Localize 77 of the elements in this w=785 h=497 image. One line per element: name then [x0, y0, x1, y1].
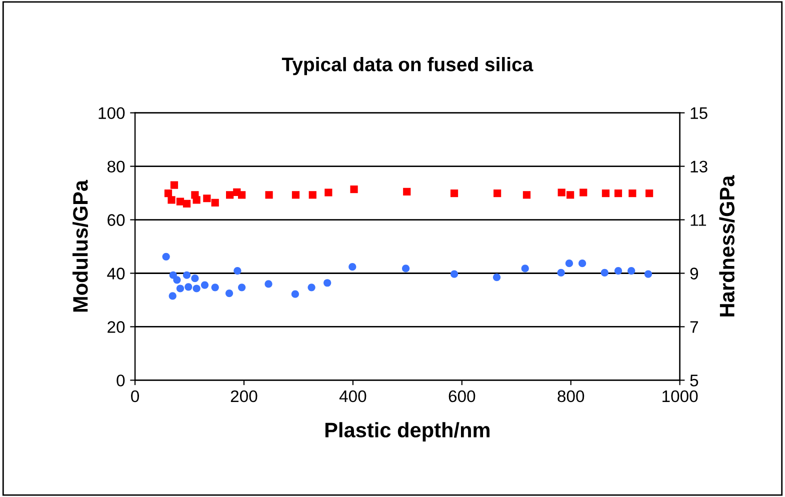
y2-tick-label: 15	[690, 107, 708, 120]
point	[191, 274, 199, 282]
point	[402, 264, 410, 272]
point	[600, 268, 608, 277]
y-tick-label: 40	[107, 268, 125, 280]
point	[614, 190, 622, 198]
point	[646, 190, 654, 198]
y2-tick-label: 13	[690, 160, 708, 172]
point	[565, 260, 574, 268]
point	[176, 284, 184, 292]
point	[184, 283, 192, 291]
point	[292, 191, 300, 199]
point	[173, 276, 181, 284]
x-tick-label: 1000	[662, 390, 698, 402]
point	[324, 279, 332, 287]
y-tick-label: 80	[107, 160, 125, 172]
point	[578, 260, 586, 268]
point	[164, 190, 172, 198]
y-tick-label: 20	[108, 321, 125, 333]
point	[348, 263, 356, 271]
point	[450, 270, 458, 278]
x-tick-label: 200	[230, 390, 258, 402]
y2-tick-label: 5	[690, 374, 698, 386]
point	[628, 267, 636, 275]
point	[614, 267, 622, 275]
point	[192, 196, 200, 204]
y2-tick-label: 7	[690, 321, 698, 333]
x-tick-label: 600	[448, 390, 476, 402]
point	[492, 273, 501, 282]
point	[558, 188, 566, 196]
point	[291, 290, 299, 298]
point	[403, 188, 411, 196]
point	[628, 190, 636, 198]
point	[350, 185, 358, 194]
point	[203, 194, 211, 202]
point	[226, 191, 234, 199]
point	[644, 270, 652, 278]
point	[234, 267, 242, 275]
point	[324, 188, 332, 196]
point	[211, 198, 219, 206]
point	[211, 284, 219, 292]
y-axis-title: Modulus/GPa	[72, 180, 88, 312]
point	[238, 191, 246, 199]
point	[494, 190, 502, 198]
point	[162, 252, 170, 260]
y2-axis-title: Hardness/GPa	[719, 175, 735, 316]
point	[200, 281, 209, 289]
point	[522, 191, 531, 199]
point	[192, 284, 200, 292]
point	[225, 290, 234, 298]
point	[169, 271, 177, 279]
point	[580, 188, 588, 196]
point	[602, 190, 610, 198]
point	[182, 271, 191, 279]
point	[264, 280, 272, 288]
y-tick-label: 60	[108, 214, 125, 226]
x-tick-label: 800	[558, 390, 584, 402]
x-axis-title: Plastic depth/nm	[325, 422, 490, 442]
point	[170, 181, 178, 189]
y-tick-label: 100	[98, 107, 125, 120]
point	[566, 191, 574, 199]
y2-tick-label: 11	[690, 214, 706, 226]
point	[308, 191, 316, 199]
point	[521, 264, 529, 272]
point	[450, 190, 458, 198]
point	[168, 196, 176, 204]
x-tick-label: 0	[131, 390, 140, 402]
point	[238, 284, 246, 292]
point	[557, 268, 565, 277]
point	[265, 191, 273, 199]
point	[182, 200, 191, 208]
x-tick-label: 400	[339, 390, 366, 402]
y-tick-label: 0	[116, 374, 125, 386]
y2-tick-label: 9	[690, 268, 698, 280]
point	[168, 292, 176, 300]
point	[308, 284, 316, 292]
chart-title: Typical data on fused silica	[282, 57, 534, 76]
